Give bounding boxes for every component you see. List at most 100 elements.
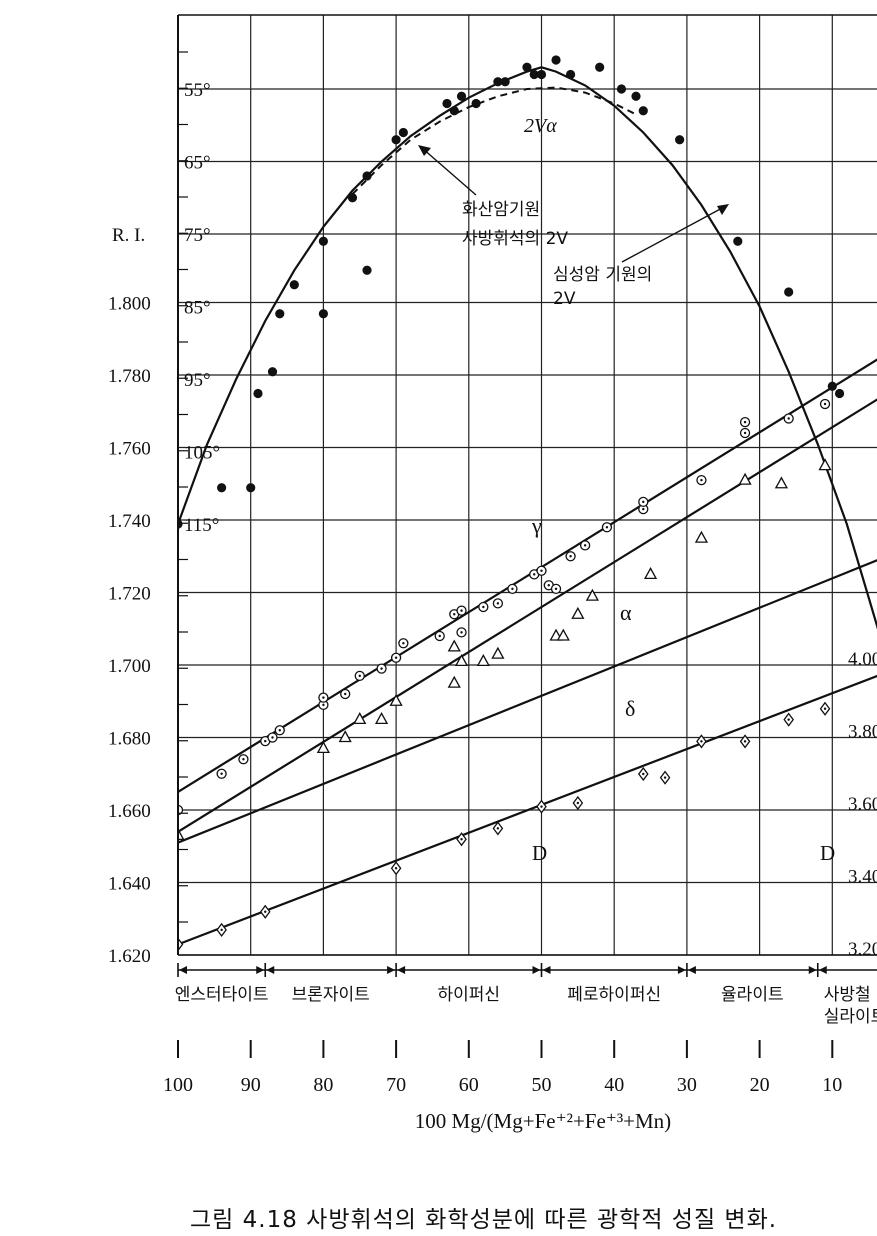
- data-point-alpha: [454, 654, 469, 667]
- data-point-2v: [616, 84, 627, 94]
- data-point-2v: [827, 381, 837, 391]
- ri-tick-label: 1.780: [108, 366, 151, 387]
- label-d-density: D: [532, 841, 547, 865]
- data-point-gamma-center: [743, 431, 747, 435]
- data-point-alpha: [556, 628, 570, 641]
- figure-caption: 그림 4.18 사방휘석의 화학성분에 따른 광학적 성질 변화.: [190, 1207, 778, 1233]
- density-tick-label: 4.00: [848, 649, 877, 670]
- mineral-range-arrow-left: [266, 966, 275, 974]
- angle-tick-label: 105°: [184, 443, 220, 464]
- data-point-alpha: [818, 458, 832, 471]
- series-line: [178, 358, 877, 793]
- density-tick-label: 3.80: [848, 722, 877, 743]
- arrow-volcanic-head: [418, 145, 431, 156]
- data-point-2v: [275, 309, 285, 319]
- data-point-2v: [500, 77, 510, 87]
- series-line: [178, 674, 877, 946]
- data-point-gamma-center: [264, 739, 267, 743]
- data-point-2v: [362, 171, 372, 181]
- data-point-gamma-center: [322, 703, 325, 707]
- data-point-alpha: [316, 741, 330, 754]
- data-point-density-center: [460, 838, 463, 841]
- data-point-2v: [536, 69, 547, 80]
- data-point-2v: [595, 62, 605, 72]
- data-point-density-center: [642, 772, 645, 776]
- mineral-range-arrow-right: [256, 966, 265, 974]
- data-point-2v: [217, 483, 227, 493]
- data-point-gamma-center: [482, 605, 485, 609]
- angle-tick-label: 55°: [184, 80, 211, 101]
- data-point-gamma-center: [453, 613, 456, 616]
- data-point-gamma-center: [533, 573, 536, 576]
- data-point-alpha: [585, 588, 599, 601]
- data-point-2v: [318, 309, 328, 319]
- series-line: [351, 86, 637, 195]
- angle-tick-label: 65°: [184, 153, 211, 174]
- data-point-2v: [267, 367, 278, 377]
- data-point-alpha: [476, 654, 490, 667]
- data-point-alpha: [694, 530, 709, 543]
- data-point-gamma-center: [642, 500, 645, 504]
- data-point-2v: [733, 236, 743, 246]
- x-tick-label: 80: [313, 1074, 333, 1096]
- data-point-gamma-center: [583, 544, 587, 547]
- data-point-alpha: [338, 730, 352, 743]
- mineral-range-label: 페로하이퍼신: [567, 985, 661, 1005]
- data-point-2v: [675, 135, 685, 145]
- chart-points: [178, 55, 845, 952]
- x-tick-label: 30: [677, 1074, 697, 1096]
- data-point-gamma-center: [402, 642, 405, 645]
- data-point-density-center: [743, 740, 747, 743]
- data-point-density-center: [700, 740, 703, 743]
- data-point-gamma-center: [700, 478, 703, 482]
- label-delta: δ: [625, 696, 635, 721]
- mineral-range-arrow-left: [179, 966, 187, 974]
- ri-tick-label: 1.620: [108, 946, 151, 967]
- data-point-2v: [456, 91, 467, 101]
- data-point-gamma-center: [642, 507, 645, 511]
- data-point-alpha: [738, 472, 752, 485]
- data-point-gamma: [178, 804, 184, 816]
- x-tick-label: 90: [241, 1074, 261, 1096]
- label-plutonic-2v: 심성암 기원의: [553, 265, 652, 285]
- data-point-2v: [471, 98, 481, 109]
- mineral-range-arrow-right: [677, 966, 686, 974]
- label-volcanic-2v: 화산암기원: [462, 200, 540, 220]
- series-line: [178, 398, 877, 833]
- x-axis-label: 100 Mg/(Mg+Fe⁺²+Fe⁺³+Mn): [415, 1109, 671, 1133]
- data-point-gamma-center: [358, 674, 361, 678]
- mineral-range-arrow-right: [532, 966, 541, 974]
- data-point-gamma-center: [554, 587, 558, 591]
- angle-tick-label: 115°: [184, 515, 219, 536]
- mineral-range-arrow-left: [687, 966, 696, 974]
- data-point-gamma-center: [823, 402, 827, 406]
- mineral-range-label: 엔스터타이트: [175, 985, 269, 1005]
- data-point-2v: [784, 287, 794, 297]
- data-point-2v: [318, 236, 328, 246]
- angle-tick-label: 85°: [184, 298, 211, 319]
- x-tick-label: 20: [750, 1074, 770, 1096]
- x-tick-label: 10: [822, 1074, 842, 1096]
- mineral-range-arrow-left: [542, 966, 551, 974]
- density-tick-label: 3.60: [848, 794, 877, 815]
- mineral-range-label: 브론자이트: [292, 985, 370, 1005]
- x-tick-label: 50: [532, 1074, 552, 1096]
- data-point-2v: [834, 388, 845, 399]
- data-point-density-center: [220, 928, 223, 932]
- data-point-2v: [551, 55, 561, 65]
- data-point-gamma-center: [743, 420, 747, 424]
- arrow-volcanic-line: [421, 147, 477, 196]
- label-plutonic-2v: 2V: [553, 289, 576, 309]
- data-point-density-center: [264, 910, 267, 913]
- data-point-density-center: [663, 776, 667, 779]
- data-point-gamma-center: [787, 417, 790, 420]
- data-point-2v: [178, 519, 183, 529]
- ri-tick-label: 1.800: [108, 294, 151, 315]
- data-point-alpha: [374, 712, 389, 725]
- data-point-alpha: [774, 476, 789, 489]
- ri-tick-label: 1.640: [108, 874, 151, 895]
- data-point-gamma-center: [605, 526, 609, 529]
- chart-curves: [178, 66, 877, 946]
- data-point-2v: [493, 77, 503, 87]
